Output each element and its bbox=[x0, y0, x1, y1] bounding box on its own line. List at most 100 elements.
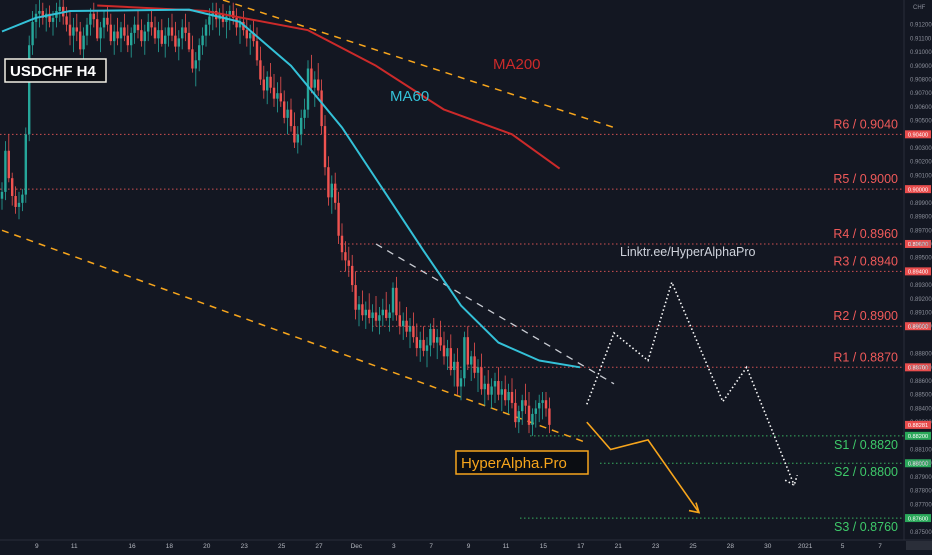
x-tick-0: 9 bbox=[35, 543, 39, 550]
candle-body-112 bbox=[381, 309, 384, 316]
axis-corner[interactable] bbox=[906, 541, 932, 550]
candle-body-26 bbox=[89, 13, 92, 25]
level-badge-3 bbox=[905, 267, 931, 276]
candle-body-110 bbox=[374, 312, 378, 321]
candle-body-45 bbox=[153, 27, 157, 39]
projection-bear-arrowhead bbox=[688, 502, 701, 514]
candle-body-152 bbox=[517, 411, 520, 423]
x-tick-12: 11 bbox=[503, 543, 510, 550]
candle-body-43 bbox=[147, 21, 150, 32]
candle-body-67 bbox=[228, 10, 231, 17]
candle-body-46 bbox=[157, 30, 160, 39]
candle-body-101 bbox=[344, 252, 347, 261]
level-badge-text-5: 0.88700 bbox=[908, 366, 928, 372]
candle-body-15 bbox=[51, 17, 55, 22]
candle-body-62 bbox=[211, 10, 214, 17]
candle-body-51 bbox=[174, 35, 177, 47]
candle-body-77 bbox=[262, 79, 265, 91]
candle-body-78 bbox=[266, 76, 269, 91]
candle-body-137 bbox=[466, 337, 469, 365]
candle-body-153 bbox=[521, 400, 524, 412]
candle-body-142 bbox=[483, 383, 486, 390]
candle-body-106 bbox=[361, 304, 364, 316]
candles bbox=[0, 0, 551, 436]
level-label-6: S1 / 0.8820 bbox=[834, 438, 898, 452]
candle-body-40 bbox=[136, 24, 140, 31]
candle-body-38 bbox=[130, 32, 133, 46]
y-tick-30: 0.87700 bbox=[910, 502, 932, 508]
candle-body-61 bbox=[208, 16, 211, 25]
level-badge-text-6: 0.88200 bbox=[908, 434, 928, 440]
candle-body-32 bbox=[109, 24, 112, 42]
candle-body-127 bbox=[432, 328, 435, 343]
candle-body-102 bbox=[347, 260, 350, 266]
candle-body-6 bbox=[21, 194, 24, 203]
candle-body-155 bbox=[527, 405, 531, 425]
candle-body-21 bbox=[72, 27, 75, 36]
candle-body-14 bbox=[48, 13, 51, 22]
candle-body-111 bbox=[378, 315, 381, 321]
candle-body-108 bbox=[368, 309, 371, 318]
candle-body-140 bbox=[476, 367, 480, 373]
candle-body-99 bbox=[337, 202, 340, 236]
candle-body-1 bbox=[4, 150, 7, 192]
y-tick-10: 0.90100 bbox=[910, 173, 932, 179]
x-tick-3: 18 bbox=[166, 543, 174, 550]
candle-body-87 bbox=[296, 134, 299, 143]
x-tick-21: 5 bbox=[841, 543, 845, 550]
candle-body-118 bbox=[402, 320, 405, 327]
time-axis[interactable] bbox=[0, 540, 932, 550]
candle-body-104 bbox=[354, 285, 357, 310]
x-tick-19: 30 bbox=[764, 543, 772, 550]
candle-body-150 bbox=[510, 391, 514, 403]
x-tick-1: 11 bbox=[71, 543, 78, 550]
y-tick-16: 0.89300 bbox=[910, 283, 932, 289]
level-label-4: R2 / 0.8900 bbox=[833, 309, 898, 323]
level-badge-7 bbox=[905, 459, 931, 468]
candle-body-84 bbox=[286, 109, 289, 118]
candle-body-34 bbox=[116, 31, 119, 39]
candle-body-52 bbox=[177, 38, 180, 47]
candle-body-151 bbox=[514, 402, 517, 423]
level-label-0: R6 / 0.9040 bbox=[833, 117, 898, 131]
y-tick-8: 0.90300 bbox=[910, 146, 932, 152]
candle-body-107 bbox=[364, 309, 367, 316]
candle-body-29 bbox=[99, 27, 102, 39]
level-label-8: S3 / 0.8760 bbox=[834, 520, 898, 534]
candle-body-126 bbox=[429, 328, 432, 346]
y-tick-26: 0.88100 bbox=[910, 448, 932, 454]
candle-body-7 bbox=[24, 134, 27, 195]
candle-body-50 bbox=[170, 27, 174, 36]
candle-body-121 bbox=[412, 326, 415, 338]
candle-body-149 bbox=[507, 391, 510, 401]
x-tick-6: 25 bbox=[278, 543, 286, 550]
candle-body-117 bbox=[398, 315, 401, 327]
level-badge-text-0: 0.90400 bbox=[908, 133, 928, 139]
candle-body-136 bbox=[463, 337, 466, 379]
candle-body-124 bbox=[422, 339, 425, 351]
badge-text: HyperAlpha.Pro bbox=[461, 455, 567, 472]
projection-bear-path bbox=[586, 421, 700, 514]
x-tick-20: 2021 bbox=[798, 543, 813, 550]
projection-bull-path bbox=[586, 279, 795, 486]
candle-body-91 bbox=[310, 68, 313, 88]
y-tick-5: 0.90700 bbox=[910, 91, 932, 97]
candle-body-85 bbox=[289, 109, 293, 127]
candle-body-30 bbox=[102, 17, 106, 28]
y-tick-7: 0.90500 bbox=[910, 119, 932, 125]
level-label-5: R1 / 0.8870 bbox=[833, 350, 898, 364]
x-tick-16: 23 bbox=[652, 543, 660, 550]
candle-body-8 bbox=[28, 45, 31, 135]
y-tick-9: 0.90200 bbox=[910, 160, 932, 166]
y-tick-20: 0.88800 bbox=[910, 352, 932, 358]
candle-body-159 bbox=[541, 400, 544, 403]
chart-title: USDCHF H4 bbox=[10, 63, 96, 80]
x-tick-18: 28 bbox=[727, 543, 735, 550]
candle-body-135 bbox=[459, 378, 463, 387]
candle-body-92 bbox=[313, 79, 316, 88]
y-tick-2: 0.91000 bbox=[910, 50, 932, 56]
candle-body-145 bbox=[493, 381, 497, 387]
candle-body-19 bbox=[65, 16, 68, 25]
linktree-watermark: Linktr.ee/HyperAlphaPro bbox=[620, 245, 756, 259]
